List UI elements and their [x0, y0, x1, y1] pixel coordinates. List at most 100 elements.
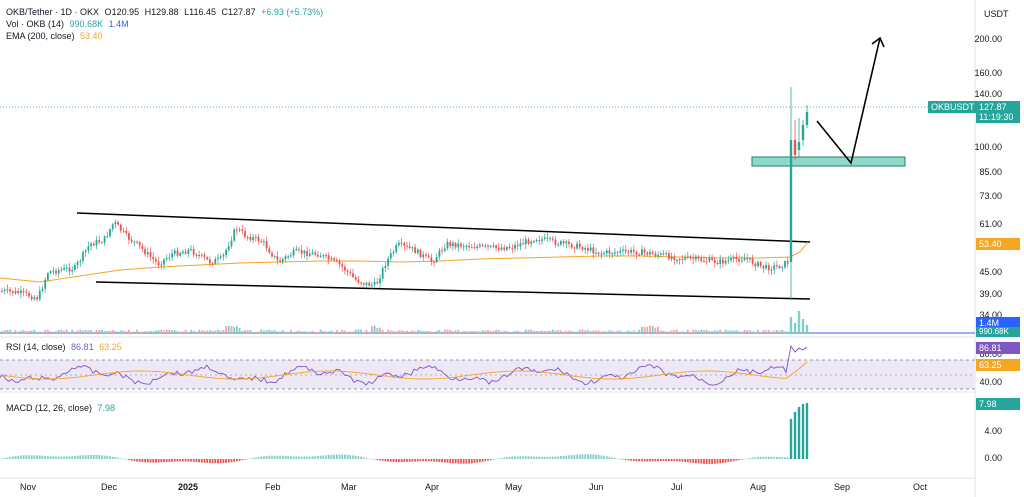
volume-bar [406, 330, 408, 333]
time-axis-label: May [505, 482, 523, 492]
macd-bar [84, 455, 87, 459]
macd-bar [392, 459, 395, 462]
volume-bar [773, 330, 776, 333]
volume-bar [211, 330, 214, 333]
macd-bar [379, 459, 381, 461]
macd-bar [155, 459, 157, 463]
candle-body [754, 263, 757, 267]
candle-body [341, 264, 344, 267]
candle-body [435, 257, 438, 263]
macd-bar [665, 459, 668, 461]
candle-body [686, 256, 689, 258]
macd-bar [654, 459, 657, 462]
candle-body [549, 238, 551, 240]
volume-bar [133, 331, 136, 333]
candle-body [651, 252, 654, 254]
candle-body [352, 273, 354, 277]
volume-bar [246, 330, 249, 333]
macd-bar [295, 456, 298, 459]
currency-label[interactable]: USDT [984, 9, 1009, 19]
macd-bar [516, 456, 519, 459]
volume-bar [681, 331, 684, 333]
candle-body [155, 259, 157, 262]
macd-bar [149, 459, 152, 463]
macd-bar [657, 459, 659, 462]
macd-bar [546, 456, 549, 459]
candle-body [460, 243, 462, 247]
candle-body [195, 254, 198, 256]
macd-bar [346, 454, 349, 459]
candle-body [295, 249, 298, 251]
volume-bar [327, 331, 330, 333]
volume-bar [619, 330, 622, 333]
macd-bar [614, 457, 616, 459]
macd-bar [638, 459, 641, 462]
close-value: 127.87 [228, 7, 256, 17]
volume-bar [268, 329, 271, 333]
candle-body [92, 243, 95, 246]
candle-body [298, 249, 300, 251]
candle-body [303, 250, 306, 254]
candle-body [657, 255, 659, 256]
ema-price-tag: 53.40 [976, 238, 1020, 250]
macd-bar [362, 457, 365, 459]
macd-bar [551, 456, 554, 459]
candle-body [209, 259, 211, 264]
candle-body [670, 256, 673, 260]
macd-bar [805, 403, 809, 459]
candle-body [692, 258, 695, 260]
candle-body [17, 291, 20, 294]
volume-bar [165, 329, 168, 333]
volume-bar [176, 330, 179, 333]
volume-bar [357, 329, 360, 333]
volume-bar [365, 330, 368, 333]
macd-bar [641, 459, 643, 462]
macd-bar [138, 459, 141, 462]
volume-bar [746, 330, 749, 333]
volume-bar [273, 330, 276, 333]
price-axis-label: 85.00 [979, 167, 1002, 177]
candle-body [122, 230, 125, 232]
volume-bar [581, 329, 584, 333]
volume-bar [414, 331, 416, 333]
macd-bar [227, 459, 230, 463]
volume-bar [276, 331, 279, 333]
candle-body [84, 250, 87, 253]
macd-bar [317, 456, 319, 459]
candle-body [506, 247, 508, 250]
candle-body [654, 253, 657, 256]
macd-bar [784, 457, 786, 459]
volume-bar [271, 330, 273, 333]
volume-bar [711, 331, 713, 333]
candle-body [138, 242, 141, 246]
time-axis-label: Apr [425, 482, 440, 492]
macd-bar [627, 459, 630, 461]
candle-body [319, 256, 322, 258]
rsi-tag-2: 63.25 [976, 359, 1020, 371]
macd-bar [543, 456, 546, 459]
candle-body [1, 291, 3, 292]
macd-bar [695, 459, 697, 464]
volume-bar [217, 329, 219, 333]
macd-bar [454, 459, 457, 464]
volume-bar [128, 329, 130, 333]
candle-body [279, 260, 281, 262]
volume-bar [479, 331, 481, 333]
volume-bar [605, 331, 608, 333]
macd-bar [125, 459, 128, 460]
volume-bar [535, 331, 538, 333]
candle-body [797, 142, 801, 150]
volume-bar [732, 330, 735, 333]
candle-body [79, 260, 82, 263]
macd-bar [244, 459, 246, 460]
macd-bar [670, 459, 673, 462]
candle-body [106, 236, 109, 237]
candle-body [406, 245, 408, 247]
volume-bar [203, 330, 206, 333]
macd-bar [63, 456, 65, 459]
macd-bar [749, 458, 751, 459]
candle-body [241, 229, 244, 231]
macd-bar [776, 456, 778, 459]
candle-body [730, 258, 732, 261]
